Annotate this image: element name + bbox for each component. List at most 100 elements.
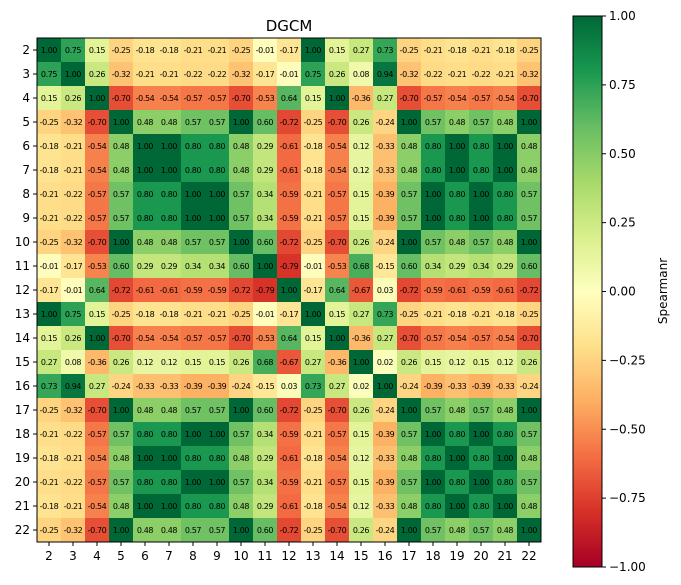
cell-value-label: 0.48 xyxy=(233,454,250,463)
heatmap-cell xyxy=(205,398,230,423)
heatmap-cell xyxy=(397,422,422,447)
cell-value-label: 0.15 xyxy=(185,358,202,367)
heatmap-cell xyxy=(157,206,182,231)
cell-value-label: -0.67 xyxy=(352,286,371,295)
heatmap-cell xyxy=(325,38,350,63)
cell-value-label: -0.32 xyxy=(64,406,83,415)
heatmap-cell xyxy=(301,422,326,447)
heatmap-cell xyxy=(205,350,230,375)
cell-value-label: -0.70 xyxy=(400,334,419,343)
heatmap-cell xyxy=(301,86,326,111)
heatmap-cell xyxy=(157,518,182,543)
heatmap-cell xyxy=(493,326,518,351)
heatmap-cell xyxy=(205,206,230,231)
cell-value-label: 1.00 xyxy=(497,166,514,175)
heatmap-cell xyxy=(181,230,206,255)
cell-value-label: -0.59 xyxy=(184,286,203,295)
heatmap-cell xyxy=(325,254,350,279)
cell-value-label: 0.80 xyxy=(161,478,178,487)
cell-value-label: -0.36 xyxy=(88,358,107,367)
heatmap-cell xyxy=(37,446,62,471)
x-tick-label: 12 xyxy=(281,549,296,563)
heatmap-cell xyxy=(445,326,470,351)
heatmap-cell xyxy=(109,470,134,495)
heatmap-cell xyxy=(133,206,158,231)
x-axis-ticks: 2 3 4 5 6 7 8 9 10 11 12 13 14 15 16 17 18 19 20 21 22 xyxy=(45,542,537,563)
x-tick-label: 9 xyxy=(213,549,221,563)
cell-value-label: 0.48 xyxy=(401,502,418,511)
heatmap-cell xyxy=(85,86,110,111)
cell-value-label: -0.61 xyxy=(496,286,515,295)
cell-value-label: -0.25 xyxy=(232,46,251,55)
cell-value-label: -0.32 xyxy=(64,526,83,535)
heatmap-cell xyxy=(493,398,518,423)
cell-value-label: 0.57 xyxy=(521,478,538,487)
heatmap-cell xyxy=(61,38,86,63)
cell-value-label: 1.00 xyxy=(209,214,226,223)
cell-value-label: 0.34 xyxy=(185,262,202,271)
cell-value-label: 0.48 xyxy=(449,118,466,127)
heatmap-cell xyxy=(493,182,518,207)
heatmap-cell xyxy=(109,494,134,519)
cell-value-label: 1.00 xyxy=(185,478,202,487)
cell-value-label: 0.80 xyxy=(449,214,466,223)
heatmap-cell xyxy=(325,278,350,303)
heatmap-cell xyxy=(109,182,134,207)
heatmap-cell xyxy=(373,110,398,135)
heatmap-cell xyxy=(181,86,206,111)
heatmap-cell xyxy=(205,302,230,327)
heatmap-cell xyxy=(109,422,134,447)
heatmap-cell xyxy=(37,158,62,183)
cell-value-label: -0.21 xyxy=(160,70,179,79)
cell-value-label: -0.70 xyxy=(112,94,131,103)
cell-value-label: -0.21 xyxy=(304,214,323,223)
heatmap-cell xyxy=(397,494,422,519)
heatmap-cell xyxy=(349,206,374,231)
cell-value-label: -0.01 xyxy=(40,262,59,271)
cell-value-label: -0.33 xyxy=(496,382,515,391)
cell-value-label: 0.08 xyxy=(65,358,82,367)
heatmap-cell xyxy=(277,38,302,63)
heatmap-cell xyxy=(181,38,206,63)
cell-value-label: 1.00 xyxy=(473,214,490,223)
x-tick-label: 22 xyxy=(521,549,536,563)
cell-value-label: 0.57 xyxy=(113,190,130,199)
cell-value-label: 0.27 xyxy=(353,46,370,55)
y-tick-label: 2 xyxy=(22,43,30,57)
cell-value-label: 0.80 xyxy=(425,502,442,511)
heatmap-cell xyxy=(133,182,158,207)
y-tick-label: 18 xyxy=(15,427,30,441)
cell-value-label: 0.15 xyxy=(41,94,58,103)
heatmap-cell xyxy=(181,302,206,327)
cell-value-label: -0.18 xyxy=(136,46,155,55)
heatmap-cell xyxy=(61,62,86,87)
heatmap-cell xyxy=(277,230,302,255)
cell-value-label: 0.34 xyxy=(257,214,274,223)
cell-value-label: -0.59 xyxy=(280,478,299,487)
cell-value-label: 0.26 xyxy=(329,70,346,79)
cell-value-label: -0.18 xyxy=(448,310,467,319)
heatmap-cell xyxy=(109,134,134,159)
cell-value-label: 0.48 xyxy=(233,142,250,151)
heatmap-cell xyxy=(277,446,302,471)
cell-value-label: 0.03 xyxy=(281,382,298,391)
cell-value-label: -0.70 xyxy=(328,526,347,535)
heatmap-cell xyxy=(37,182,62,207)
cell-value-label: 0.34 xyxy=(257,190,274,199)
cell-value-label: -0.57 xyxy=(328,190,347,199)
cell-value-label: -0.53 xyxy=(256,334,275,343)
cell-value-label: -0.57 xyxy=(88,214,107,223)
cell-value-label: 0.15 xyxy=(353,214,370,223)
cell-value-label: 0.57 xyxy=(209,406,226,415)
heatmap-cell xyxy=(181,62,206,87)
cell-value-label: -0.53 xyxy=(88,262,107,271)
heatmap-cell xyxy=(133,134,158,159)
cell-value-label: 0.48 xyxy=(401,166,418,175)
heatmap-cell xyxy=(517,350,542,375)
cell-value-label: 1.00 xyxy=(521,406,538,415)
heatmap-cell xyxy=(205,38,230,63)
heatmap-cell xyxy=(229,374,254,399)
heatmap-cell xyxy=(421,422,446,447)
cell-value-label: 0.57 xyxy=(113,430,130,439)
cell-value-label: 0.26 xyxy=(521,358,538,367)
